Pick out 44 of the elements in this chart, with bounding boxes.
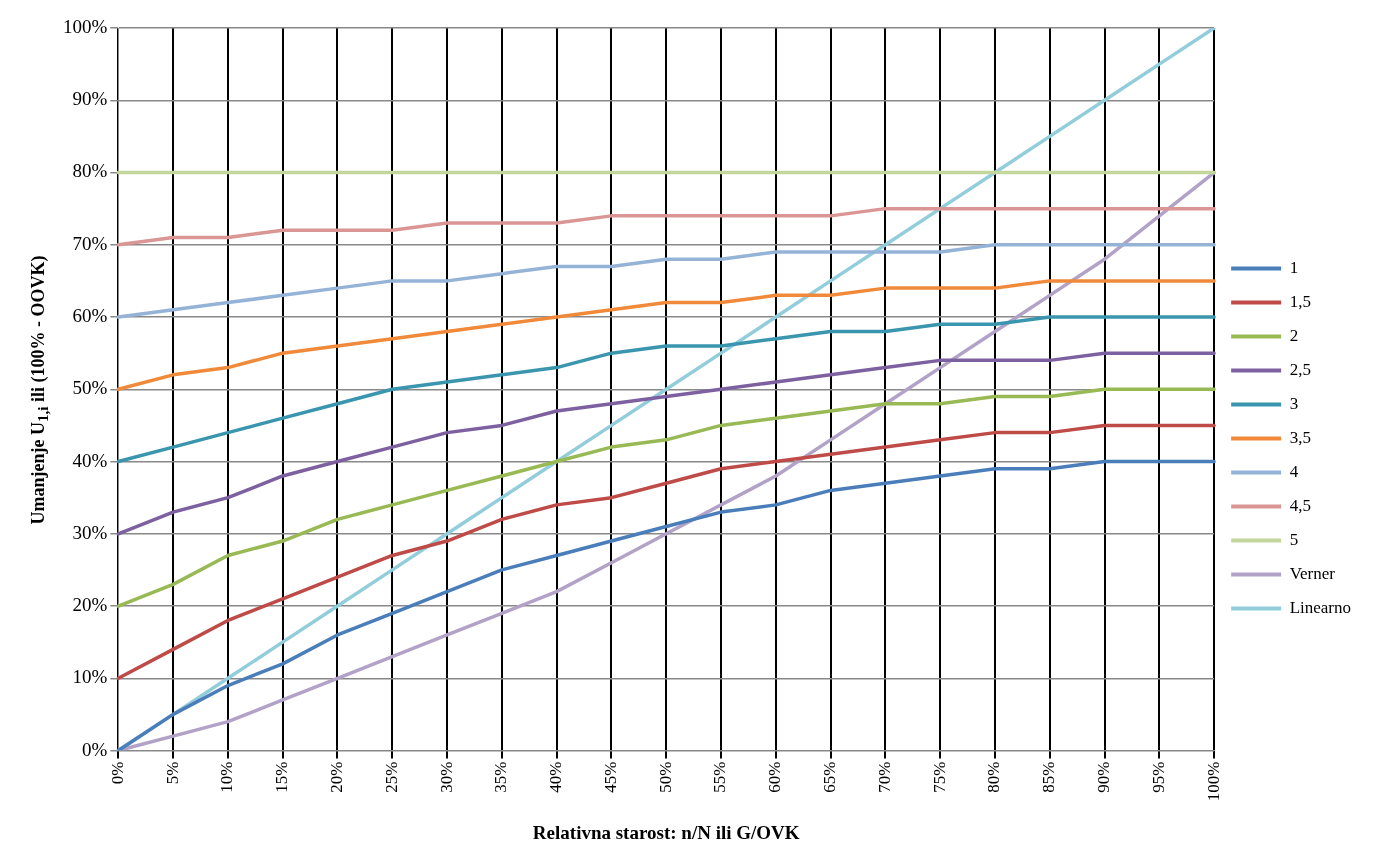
legend-label: 1 <box>1289 257 1299 277</box>
legend-label: 3,5 <box>1289 427 1311 447</box>
x-tick-label: 10% <box>217 761 237 793</box>
x-tick-label: 15% <box>272 761 292 793</box>
x-tick-label: 85% <box>1039 761 1059 793</box>
x-tick-label: 95% <box>1148 761 1168 793</box>
y-tick-label: 0% <box>82 738 108 760</box>
x-tick-label: 45% <box>600 761 620 793</box>
y-tick-label: 50% <box>72 377 108 399</box>
legend-label: Verner <box>1289 563 1336 583</box>
x-tick-label: 0% <box>107 761 127 785</box>
legend-label: 5 <box>1289 529 1299 549</box>
x-tick-label: 40% <box>546 761 566 793</box>
y-tick-label: 20% <box>72 594 108 616</box>
y-tick-label: 70% <box>72 232 108 254</box>
legend-label: 4,5 <box>1289 495 1311 515</box>
x-tick-label: 90% <box>1094 761 1114 793</box>
legend-label: 2,5 <box>1289 359 1311 379</box>
legend-label: Linearno <box>1289 597 1351 617</box>
x-tick-label: 75% <box>929 761 949 793</box>
legend-label: 3 <box>1289 393 1299 413</box>
x-tick-label: 50% <box>655 761 675 793</box>
y-tick-label: 40% <box>72 449 108 471</box>
y-tick-label: 80% <box>72 160 108 182</box>
x-tick-label: 25% <box>381 761 401 793</box>
x-tick-label: 30% <box>436 761 456 793</box>
y-tick-label: 30% <box>72 521 108 543</box>
x-tick-label: 60% <box>765 761 785 793</box>
x-tick-label: 70% <box>874 761 894 793</box>
x-tick-label: 100% <box>1203 761 1223 802</box>
y-tick-label: 60% <box>72 305 108 326</box>
x-tick-label: 20% <box>326 761 346 793</box>
x-tick-label: 80% <box>984 761 1004 793</box>
x-axis-title: Relativna starost: n/N ili G/OVK <box>532 821 800 843</box>
y-tick-label: 100% <box>63 15 108 37</box>
x-tick-label: 55% <box>710 761 730 793</box>
y-tick-label: 90% <box>72 88 108 110</box>
legend-label: 2 <box>1289 325 1299 345</box>
x-tick-label: 65% <box>820 761 840 793</box>
x-tick-label: 5% <box>162 761 182 785</box>
legend-label: 4 <box>1289 461 1299 481</box>
y-tick-label: 10% <box>72 666 108 688</box>
x-tick-label: 35% <box>491 761 511 793</box>
legend-label: 1,5 <box>1289 291 1311 311</box>
